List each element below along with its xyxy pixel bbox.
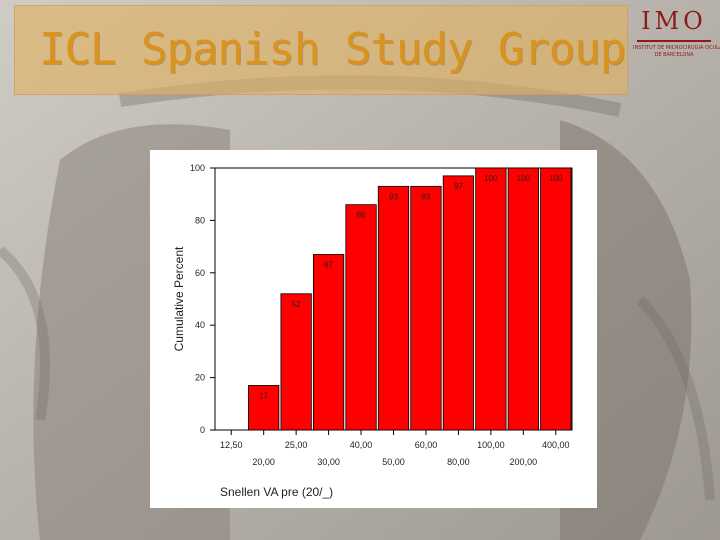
bar-value-label: 86	[357, 211, 366, 220]
chart-bar	[475, 167, 507, 431]
bar-value-label: 97	[454, 182, 463, 191]
bar-value-label: 17	[259, 391, 268, 400]
bar-value-label: 93	[422, 192, 431, 201]
x-tick-label: 40,00	[350, 440, 373, 450]
logo-divider	[637, 40, 711, 42]
x-tick-label: 60,00	[415, 440, 438, 450]
chart-bar	[507, 167, 539, 431]
y-tick-label: 40	[195, 320, 205, 330]
x-tick-label: 30,00	[317, 457, 340, 467]
x-tick-label: 200,00	[510, 457, 538, 467]
x-tick-label: 100,00	[477, 440, 505, 450]
logo-subtitle-line2: DE BARCELONA	[654, 52, 694, 58]
bar-value-label: 67	[324, 260, 333, 269]
bar-value-label: 52	[292, 300, 301, 309]
bar-value-label: 100	[549, 174, 563, 183]
bar-value-label: 100	[484, 174, 498, 183]
x-tick-label: 80,00	[447, 457, 470, 467]
x-axis-title: Snellen VA pre (20/_)	[220, 485, 333, 499]
logo-letters: IMO	[641, 7, 707, 35]
chart-bar	[312, 254, 345, 431]
chart-panel: 0 20 40 60 80 100 17 52 67 86 93 93 97 100 100 100 12,50…	[150, 150, 597, 508]
chart-bar	[248, 385, 280, 431]
x-tick-label: 20,00	[252, 457, 275, 467]
x-tick-label: 400,00	[542, 440, 570, 450]
logo-subtitle-line1: INSTITUT DE MICROCIRUGIA OCULAR	[633, 45, 720, 51]
y-axis-title: Cumulative Percent	[172, 246, 186, 351]
chart-bar	[442, 175, 475, 431]
chart-bar	[377, 185, 410, 431]
x-tick-label: 50,00	[382, 457, 405, 467]
imo-logo: IMO INSTITUT DE MICROCIRUGIA OCULAR DE B…	[633, 7, 720, 65]
bar-value-label: 100	[517, 174, 531, 183]
y-tick-label: 100	[190, 163, 205, 173]
chart-bar	[540, 167, 572, 431]
chart-bar	[410, 185, 442, 431]
chart-bar	[345, 204, 377, 431]
y-tick-label: 20	[195, 373, 205, 383]
x-tick-label: 12,50	[220, 440, 243, 450]
y-tick-label: 60	[195, 268, 205, 278]
y-tick-label: 0	[200, 425, 205, 435]
y-tick-label: 80	[195, 215, 205, 225]
chart-bar	[280, 293, 312, 431]
bar-value-label: 93	[389, 192, 398, 201]
cumulative-percent-chart: 0 20 40 60 80 100 17 52 67 86 93 93 97 100 100 100 12,50…	[172, 163, 573, 499]
x-tick-label: 25,00	[285, 440, 308, 450]
slide-title: ICL Spanish Study Group	[39, 24, 626, 75]
title-banner: ICL Spanish Study Group	[14, 5, 628, 95]
